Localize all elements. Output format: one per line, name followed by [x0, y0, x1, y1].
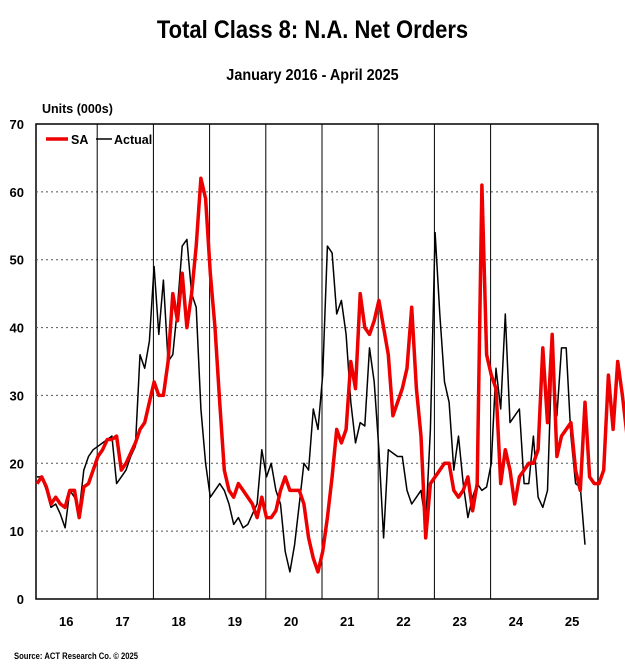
- x-axis-ticks: 16 17 18 19 20 21 22 23 24 25: [59, 614, 579, 629]
- x-tick-label: 23: [452, 614, 466, 629]
- source-note: Source: ACT Research Co. © 2025: [14, 651, 138, 661]
- y-axis-ticks: 0 10 20 30 40 50 60 70: [10, 117, 24, 607]
- gridlines: [36, 191, 598, 532]
- legend: SA Actual: [46, 133, 152, 147]
- series-lines: [35, 176, 625, 574]
- series-line-sa: [35, 176, 625, 574]
- x-tick-label: 25: [565, 614, 579, 629]
- chart-title: Total Class 8: N.A. Net Orders: [156, 16, 469, 44]
- legend-label-actual: Actual: [114, 133, 152, 147]
- x-tick-label: 17: [115, 614, 129, 629]
- plot-area: [35, 123, 599, 600]
- y-tick-label: 10: [10, 524, 24, 539]
- x-tick-label: 24: [509, 614, 524, 629]
- x-tick-label: 16: [59, 614, 73, 629]
- y-tick-label: 60: [10, 185, 24, 200]
- x-tick-label: 18: [171, 614, 185, 629]
- y-tick-label: 20: [10, 456, 24, 471]
- x-tick-label: 20: [284, 614, 298, 629]
- y-axis-label: Units (000s): [42, 102, 113, 116]
- y-tick-label: 40: [10, 321, 24, 336]
- x-tick-label: 21: [340, 614, 354, 629]
- y-tick-label: 0: [17, 592, 24, 607]
- y-tick-label: 30: [10, 388, 24, 403]
- x-tick-label: 22: [396, 614, 410, 629]
- series-line-actual: [37, 231, 586, 573]
- y-tick-label: 70: [10, 117, 24, 132]
- legend-label-sa: SA: [71, 133, 88, 147]
- y-tick-label: 50: [10, 253, 24, 268]
- year-dividers: [96, 124, 492, 599]
- chart-subtitle: January 2016 - April 2025: [226, 67, 399, 84]
- x-tick-label: 19: [228, 614, 242, 629]
